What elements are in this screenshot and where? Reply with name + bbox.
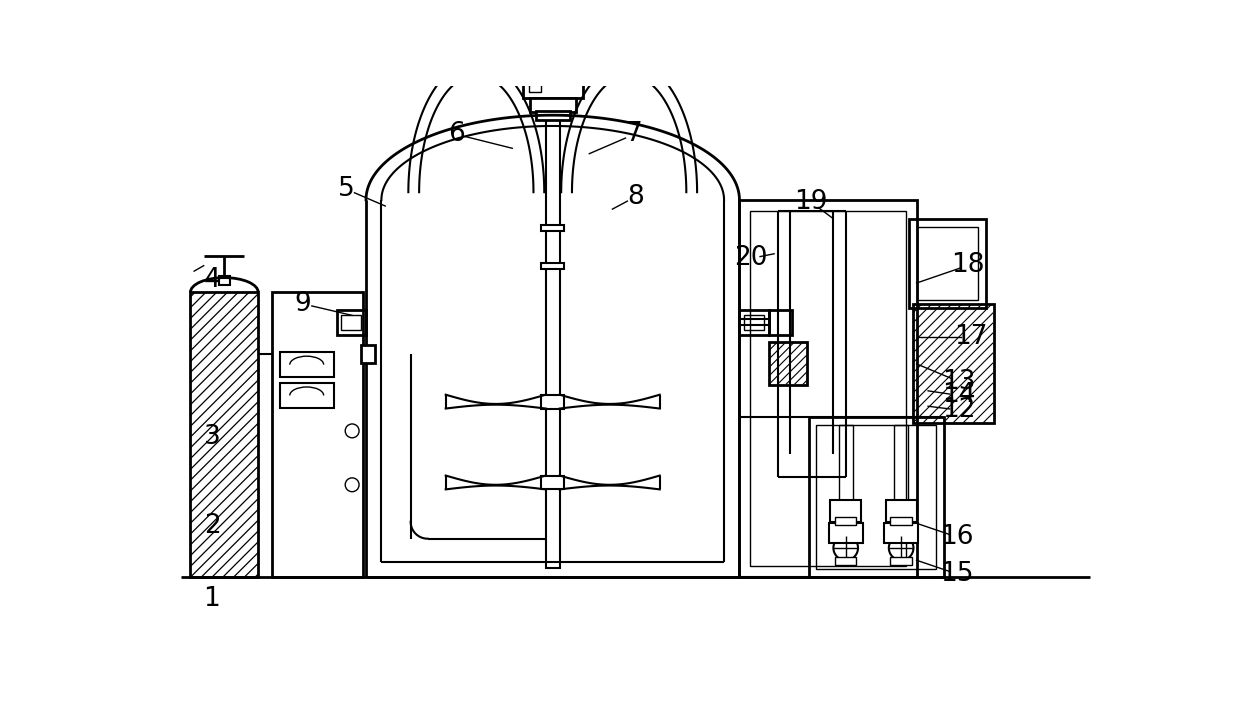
Bar — [916, 227, 978, 300]
Text: 4: 4 — [203, 267, 221, 293]
Circle shape — [889, 536, 914, 560]
Text: 5: 5 — [337, 176, 355, 202]
Bar — [541, 475, 564, 490]
Bar — [884, 523, 918, 543]
Text: 12: 12 — [942, 397, 976, 423]
Text: 7: 7 — [626, 122, 642, 147]
Bar — [750, 211, 905, 566]
Circle shape — [833, 536, 858, 560]
Bar — [909, 219, 986, 308]
Text: 2: 2 — [203, 513, 221, 538]
Text: 20: 20 — [734, 246, 768, 271]
Bar — [744, 314, 764, 330]
Bar — [341, 314, 361, 330]
Text: 15: 15 — [941, 561, 975, 587]
Circle shape — [363, 349, 373, 359]
Bar — [191, 292, 258, 577]
Text: 6: 6 — [449, 122, 465, 147]
Text: 3: 3 — [203, 424, 221, 450]
Bar — [337, 310, 366, 334]
Bar — [838, 521, 853, 531]
Bar — [280, 352, 334, 377]
Bar — [913, 304, 993, 423]
Bar — [219, 276, 229, 286]
Circle shape — [345, 478, 360, 492]
Bar — [835, 557, 857, 565]
Bar — [541, 395, 564, 409]
Bar — [808, 417, 944, 577]
Text: 18: 18 — [951, 252, 985, 279]
Text: 9: 9 — [294, 291, 311, 316]
Circle shape — [553, 68, 570, 85]
Bar — [280, 383, 334, 408]
Text: 1: 1 — [203, 586, 221, 611]
Text: 19: 19 — [795, 189, 828, 216]
Bar — [739, 310, 769, 334]
Bar — [536, 110, 569, 120]
Text: 17: 17 — [954, 324, 987, 350]
Text: 16: 16 — [941, 524, 975, 550]
Bar — [831, 500, 861, 522]
Bar — [894, 521, 908, 531]
Text: 14: 14 — [942, 382, 976, 408]
Bar — [272, 292, 363, 577]
Bar — [890, 517, 911, 525]
Bar — [361, 344, 376, 363]
Bar — [541, 225, 564, 231]
Bar — [828, 523, 863, 543]
Bar — [529, 98, 575, 112]
Circle shape — [345, 424, 360, 437]
Bar — [528, 32, 541, 92]
Bar — [769, 310, 792, 334]
Bar — [835, 517, 857, 525]
Bar — [838, 425, 853, 500]
Bar — [890, 557, 911, 565]
Text: 13: 13 — [942, 369, 976, 395]
Text: 8: 8 — [627, 184, 644, 210]
Bar — [546, 114, 559, 568]
Bar — [816, 425, 936, 569]
Bar — [885, 500, 916, 522]
Bar — [769, 342, 807, 384]
Bar — [739, 200, 916, 577]
Circle shape — [553, 42, 570, 59]
Bar — [894, 425, 908, 500]
Bar — [541, 263, 564, 269]
Bar — [523, 25, 583, 98]
